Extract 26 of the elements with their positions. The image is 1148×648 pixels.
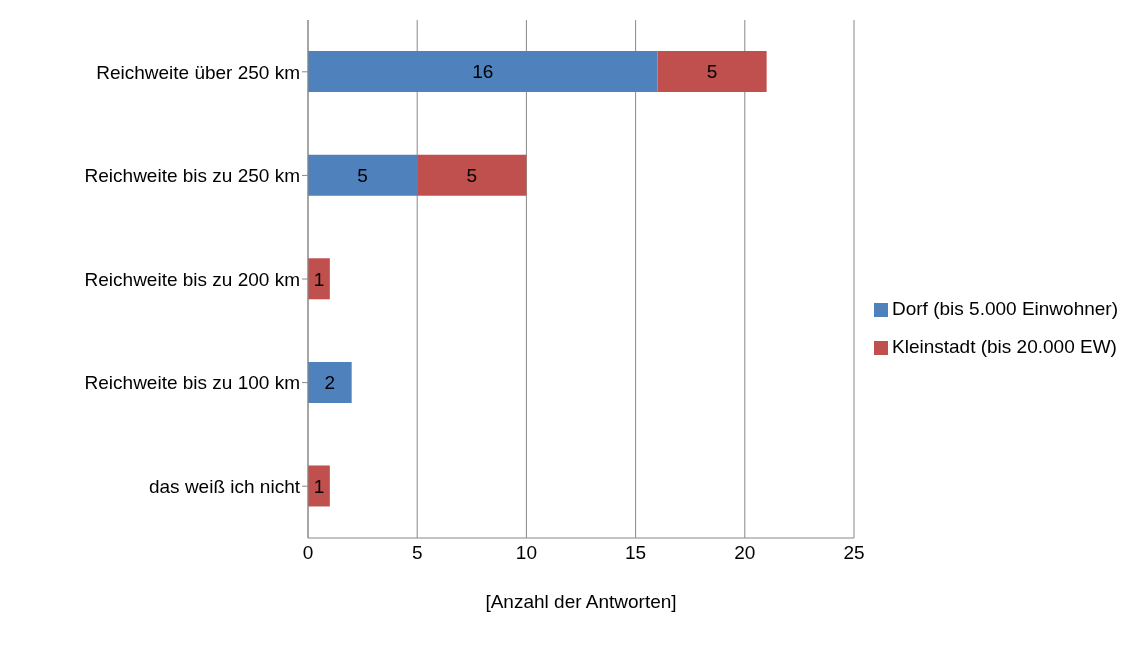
data-label: 1 [313,475,325,497]
data-label: 2 [324,372,336,394]
x-tick-label: 5 [411,542,423,564]
x-tick-label: 10 [515,542,537,564]
data-label: 5 [357,164,368,186]
y-tick-label: Reichweite bis zu 250 km [84,165,300,187]
y-tick-label: Reichweite bis zu 200 km [84,268,300,290]
x-tick-label: 0 [302,542,314,564]
bar [308,154,418,196]
x-tick-label: 25 [843,542,865,564]
bar [308,51,658,93]
bar [308,361,352,403]
data-label: 5 [706,61,718,83]
x-tick-label: 20 [734,542,756,564]
data-label: 5 [466,164,478,186]
y-tick-label: Reichweite über 250 km [96,61,300,83]
x-axis-title: [Anzahl der Antworten] [485,591,677,612]
legend-label: Kleinstadt (bis 20.000 EW) [892,336,1117,357]
x-tick-label: 15 [625,542,647,564]
legend-label: Dorf (bis 5.000 Einwohner) [892,298,1118,319]
data-label: 16 [472,61,494,83]
data-label: 1 [313,268,325,290]
y-tick-label: das weiß ich nicht [148,475,301,497]
bar [417,154,527,196]
y-tick-label: Reichweite bis zu 100 km [84,372,300,394]
bar [657,51,767,93]
